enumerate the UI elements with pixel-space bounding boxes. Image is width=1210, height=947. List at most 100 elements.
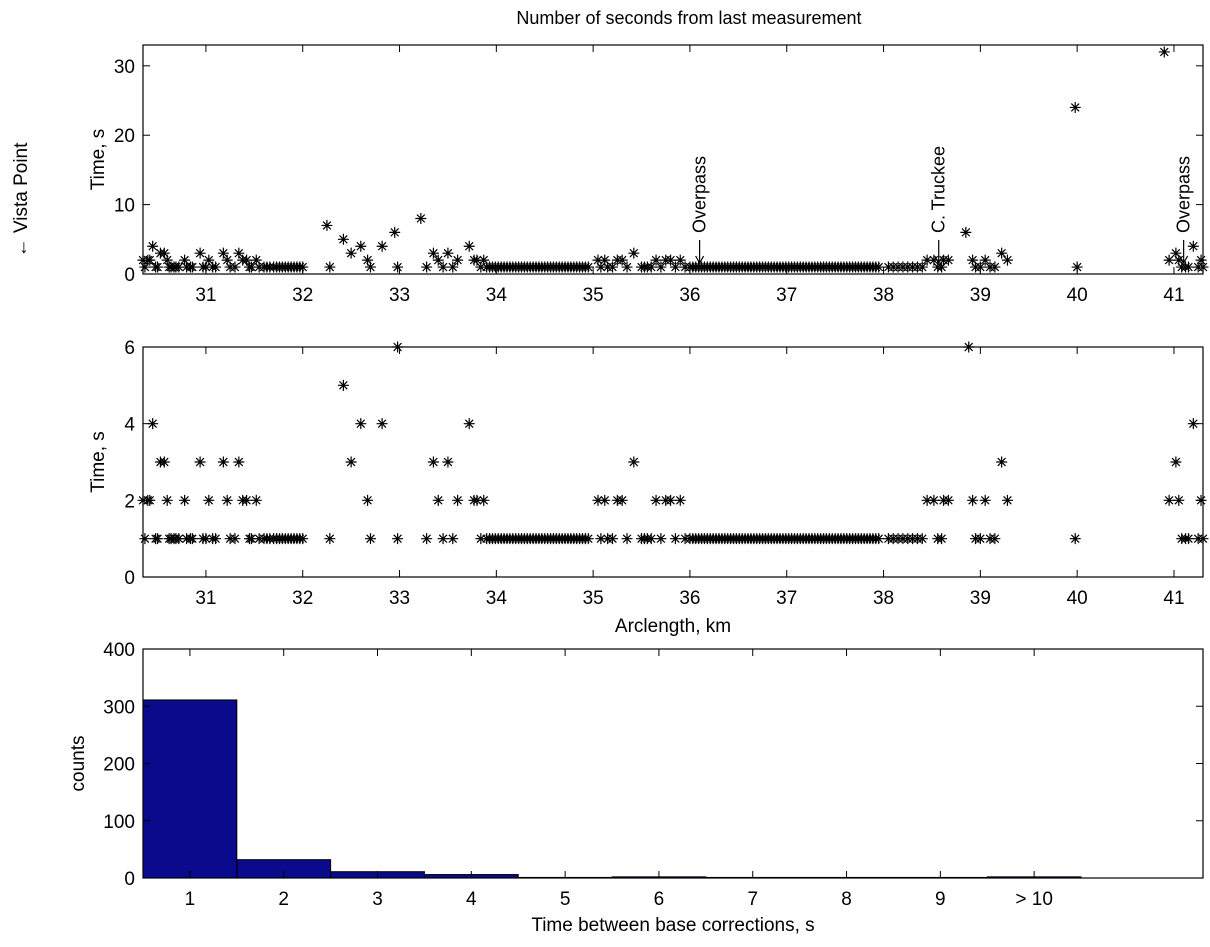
data-point [475,533,487,545]
annotation-arrow-head [934,255,944,265]
y-tick-label: 2 [124,491,135,512]
data-point [452,254,464,266]
data-point [1170,247,1182,259]
data-point [463,418,475,430]
data-point [415,212,427,224]
data-point [364,533,376,545]
data-point [616,494,628,506]
data-point [362,494,374,506]
x-tick-label: 31 [195,588,216,609]
data-point [599,254,611,266]
data-point [179,494,191,506]
data-point [960,226,972,238]
x-tick-label: 35 [583,285,604,306]
y-tick-label: 20 [114,126,135,147]
data-point [582,261,594,273]
x-tick-label: 31 [195,285,216,306]
annotation: Overpass [1174,156,1194,265]
data-point [161,254,173,266]
data-point [392,341,404,353]
data-point [432,494,444,506]
data-point [1195,494,1207,506]
vista-point-label: ← Vista Point [11,142,32,257]
x-tick-label: 9 [935,889,946,910]
annotation: Overpass [690,156,710,265]
annotation-label: C. Truckee [929,146,949,233]
data-point [1069,533,1081,545]
data-point [241,254,253,266]
data-point [974,261,986,273]
y-axis-label: Time, s [88,129,109,191]
data-point [221,494,233,506]
data-point [1163,494,1175,506]
data-point [355,418,367,430]
data-point [376,240,388,252]
data-point [592,254,604,266]
plot-frame [142,648,1204,879]
data-point [989,261,1001,273]
x-tick-label: 4 [466,889,477,910]
data-point [599,494,611,506]
data-point [1173,494,1185,506]
data-point [996,247,1008,259]
x-tick-label: 41 [1163,285,1184,306]
annotation-label: Overpass [690,156,710,233]
x-tick-label: 33 [389,285,410,306]
data-point [229,533,241,545]
x-tick-label: 38 [873,588,894,609]
data-point [963,341,975,353]
data-point [158,456,170,468]
data-point [873,533,885,545]
data-point [250,494,262,506]
data-point [921,494,933,506]
data-point [241,494,253,506]
data-point [996,456,1008,468]
data-point [194,247,206,259]
data-point [967,254,979,266]
data-point [1187,240,1199,252]
y-tick-label: 300 [103,697,135,718]
data-point [979,494,991,506]
x-tick-label: 8 [841,889,852,910]
data-point [355,240,367,252]
x-tick-label: 39 [970,588,991,609]
data-point [606,261,618,273]
data-point [392,533,404,545]
data-point [669,533,681,545]
data-point [621,533,633,545]
x-tick-label: 2 [278,889,289,910]
data-point [392,261,404,273]
histogram-bar [142,699,238,879]
data-point [139,261,151,273]
data-points [137,341,1209,545]
data-point [200,533,212,545]
data-point [1197,261,1209,273]
data-point [645,261,657,273]
x-tick-label: 37 [776,588,797,609]
data-point [979,254,991,266]
data-point [655,261,667,273]
data-point [173,533,185,545]
figure-title: Number of seconds from last measurement [516,8,861,28]
data-point [324,533,336,545]
data-point [203,494,215,506]
data-point [967,494,979,506]
y-tick-label: 30 [114,57,135,78]
data-point [942,494,954,506]
data-point [362,254,374,266]
data-point [471,254,483,266]
data-point [245,261,257,273]
data-point [427,456,439,468]
data-point [147,418,159,430]
data-point [158,247,170,259]
data-point [217,456,229,468]
y-tick-label: 4 [124,415,135,436]
data-point [873,261,885,273]
data-point [297,533,309,545]
data-point [592,494,604,506]
data-point [194,456,206,468]
data-point [442,247,454,259]
y-tick-label: 0 [124,869,135,890]
